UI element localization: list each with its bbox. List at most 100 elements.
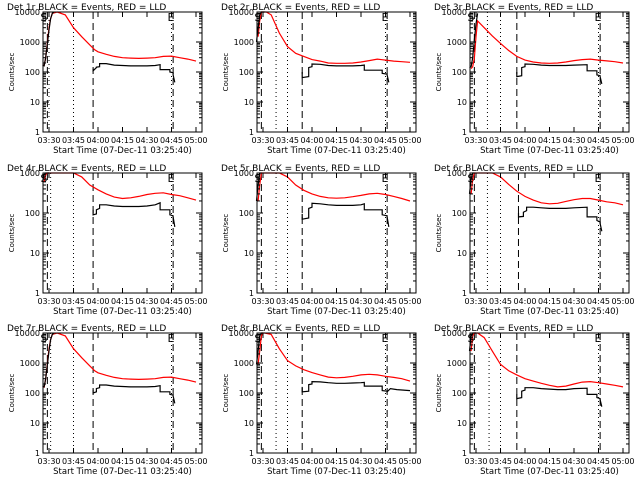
x-tick-label: 05:00 xyxy=(184,136,207,145)
x-tick-label: 04:45 xyxy=(587,297,610,306)
x-tick-label: 03:30 xyxy=(37,136,60,145)
x-tick-label: 04:45 xyxy=(374,297,397,306)
x-tick-label: 04:00 xyxy=(300,297,323,306)
chart-title: Det 3r BLACK = Events, RED = LLD xyxy=(434,3,593,13)
end-marker-label: E xyxy=(168,172,175,185)
x-axis-label: Start Time (07-Dec-11 03:25:40) xyxy=(53,146,192,156)
start-marker-label: S xyxy=(467,11,474,24)
x-tick-label: 03:45 xyxy=(62,457,85,466)
y-tick-label: 1 xyxy=(249,128,254,137)
y-tick-label: 10 xyxy=(457,419,467,428)
y-tick-label: 1000 xyxy=(447,38,467,47)
y-tick-label: 100 xyxy=(25,389,40,398)
chart-title: Det 2r BLACK = Events, RED = LLD xyxy=(221,3,380,13)
events-series-line xyxy=(42,332,55,388)
y-tick-label: 10 xyxy=(457,98,467,107)
y-tick-label: 1 xyxy=(462,289,467,298)
end-marker-label: E xyxy=(168,11,175,24)
x-tick-label: 04:00 xyxy=(86,457,109,466)
chart-title: Det 7r BLACK = Events, RED = LLD xyxy=(7,324,166,334)
y-tick-label: 100 xyxy=(452,68,467,77)
events-series-line xyxy=(517,206,603,232)
y-tick-label: 1000 xyxy=(447,169,467,178)
y-tick-label: 10 xyxy=(244,249,254,258)
x-tick-label: 04:45 xyxy=(160,297,183,306)
y-tick-label: 10 xyxy=(30,98,40,107)
y-tick-label: 1000 xyxy=(20,169,40,178)
x-tick-label: 03:45 xyxy=(276,297,299,306)
y-tick-label: 1 xyxy=(249,289,254,298)
events-series-line xyxy=(301,202,390,228)
x-tick-label: 05:00 xyxy=(611,136,634,145)
x-axis-label: Start Time (07-Dec-11 03:25:40) xyxy=(267,307,406,317)
x-tick-label: 04:15 xyxy=(111,136,134,145)
x-tick-label: 04:15 xyxy=(325,297,348,306)
start-marker-label: S xyxy=(254,332,261,345)
events-series-line xyxy=(92,62,176,83)
end-marker-label: E xyxy=(382,172,389,185)
y-tick-label: 1000 xyxy=(447,359,467,368)
x-tick-label: 04:45 xyxy=(587,136,610,145)
x-tick-label: 05:00 xyxy=(184,297,207,306)
x-tick-label: 04:30 xyxy=(135,457,158,466)
x-tick-label: 03:45 xyxy=(62,136,85,145)
x-tick-label: 04:00 xyxy=(86,297,109,306)
y-tick-label: 1000 xyxy=(20,359,40,368)
end-marker-label: E xyxy=(168,332,175,345)
events-series-line xyxy=(92,201,176,228)
chart-title: Det 4r BLACK = Events, RED = LLD xyxy=(7,164,166,174)
x-tick-label: 04:45 xyxy=(160,136,183,145)
chart-title: Det 1r BLACK = Events, RED = LLD xyxy=(7,3,166,13)
x-axis-label: Start Time (07-Dec-11 03:25:40) xyxy=(480,146,619,156)
start-marker-label: S xyxy=(40,11,47,24)
x-tick-label: 05:00 xyxy=(398,136,421,145)
x-tick-label: 04:30 xyxy=(562,457,585,466)
x-tick-label: 04:15 xyxy=(538,136,561,145)
y-tick-label: 100 xyxy=(239,389,254,398)
x-tick-label: 04:30 xyxy=(135,136,158,145)
y-tick-label: 1 xyxy=(249,449,254,458)
x-tick-label: 04:00 xyxy=(513,136,536,145)
y-tick-label: 100 xyxy=(452,209,467,218)
events-series-line xyxy=(516,63,603,85)
y-tick-label: 100 xyxy=(239,68,254,77)
events-series-line xyxy=(469,13,479,69)
x-tick-label: 05:00 xyxy=(611,297,634,306)
x-tick-label: 04:45 xyxy=(374,136,397,145)
y-tick-label: 1 xyxy=(35,128,40,137)
x-tick-label: 04:30 xyxy=(349,297,372,306)
x-tick-label: 04:15 xyxy=(111,297,134,306)
y-tick-label: 10000 xyxy=(442,329,467,338)
start-marker-label: S xyxy=(254,172,261,185)
x-tick-label: 04:15 xyxy=(325,457,348,466)
y-tick-label: 1 xyxy=(35,289,40,298)
y-axis-label: Counts/sec xyxy=(435,53,443,92)
x-tick-label: 03:30 xyxy=(464,457,487,466)
x-tick-label: 04:15 xyxy=(538,457,561,466)
y-tick-label: 1000 xyxy=(234,38,254,47)
x-tick-label: 05:00 xyxy=(184,457,207,466)
x-tick-label: 04:45 xyxy=(587,457,610,466)
events-series-line xyxy=(92,384,176,404)
x-tick-label: 04:15 xyxy=(111,457,134,466)
y-tick-label: 10000 xyxy=(15,329,40,338)
x-tick-label: 04:15 xyxy=(325,136,348,145)
y-tick-label: 10000 xyxy=(442,8,467,17)
x-axis-label: Start Time (07-Dec-11 03:25:40) xyxy=(267,467,406,477)
x-tick-label: 03:45 xyxy=(489,297,512,306)
x-tick-label: 03:30 xyxy=(251,457,274,466)
y-axis-label: Counts/sec xyxy=(222,214,230,253)
chart-title: Det 9r BLACK = Events, RED = LLD xyxy=(434,324,593,334)
x-tick-label: 04:30 xyxy=(135,297,158,306)
x-axis-label: Start Time (07-Dec-11 03:25:40) xyxy=(480,307,619,317)
x-tick-label: 03:45 xyxy=(276,457,299,466)
y-tick-label: 1 xyxy=(462,128,467,137)
x-tick-label: 03:30 xyxy=(251,297,274,306)
events-series-line xyxy=(42,11,55,67)
x-tick-label: 03:45 xyxy=(489,457,512,466)
